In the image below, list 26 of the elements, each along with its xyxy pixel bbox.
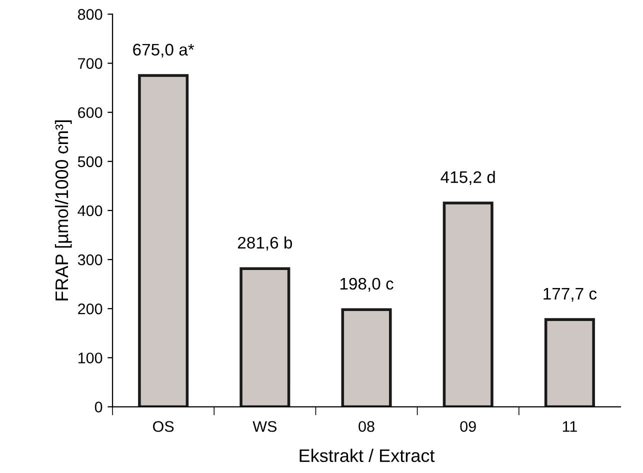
- data-label: 675,0 a*: [133, 44, 194, 58]
- y-tick-label: 200: [78, 304, 102, 314]
- y-axis-title: FRAP [µmol/1000 cm³]: [54, 120, 72, 300]
- y-tick-label: 400: [78, 205, 102, 216]
- x-axis-title: Ekstrakt / Extract: [300, 448, 435, 462]
- y-tick-label: 600: [78, 107, 102, 118]
- bar: [442, 202, 494, 407]
- x-tick-label: WS: [252, 421, 277, 432]
- y-tick-label: 0: [94, 402, 102, 412]
- x-tick-label: 08: [358, 421, 374, 432]
- data-label: 198,0 c: [340, 278, 394, 292]
- x-tick-label: 09: [460, 421, 476, 432]
- y-tick-label: 500: [78, 156, 102, 168]
- bar: [341, 308, 392, 407]
- x-tick-label: 11: [562, 421, 577, 432]
- y-tick-label: 300: [78, 254, 102, 266]
- y-tick-label: 700: [78, 58, 102, 69]
- data-label: 281,6 b: [238, 236, 292, 251]
- y-tick-label: 800: [78, 9, 102, 20]
- x-tick-label: OS: [153, 421, 174, 432]
- bar: [240, 267, 290, 407]
- data-label: 177,7 c: [544, 288, 597, 302]
- data-label: 415,2 d: [440, 170, 495, 186]
- y-tick-label: 100: [78, 352, 102, 364]
- bar: [138, 74, 189, 407]
- bar: [544, 318, 595, 407]
